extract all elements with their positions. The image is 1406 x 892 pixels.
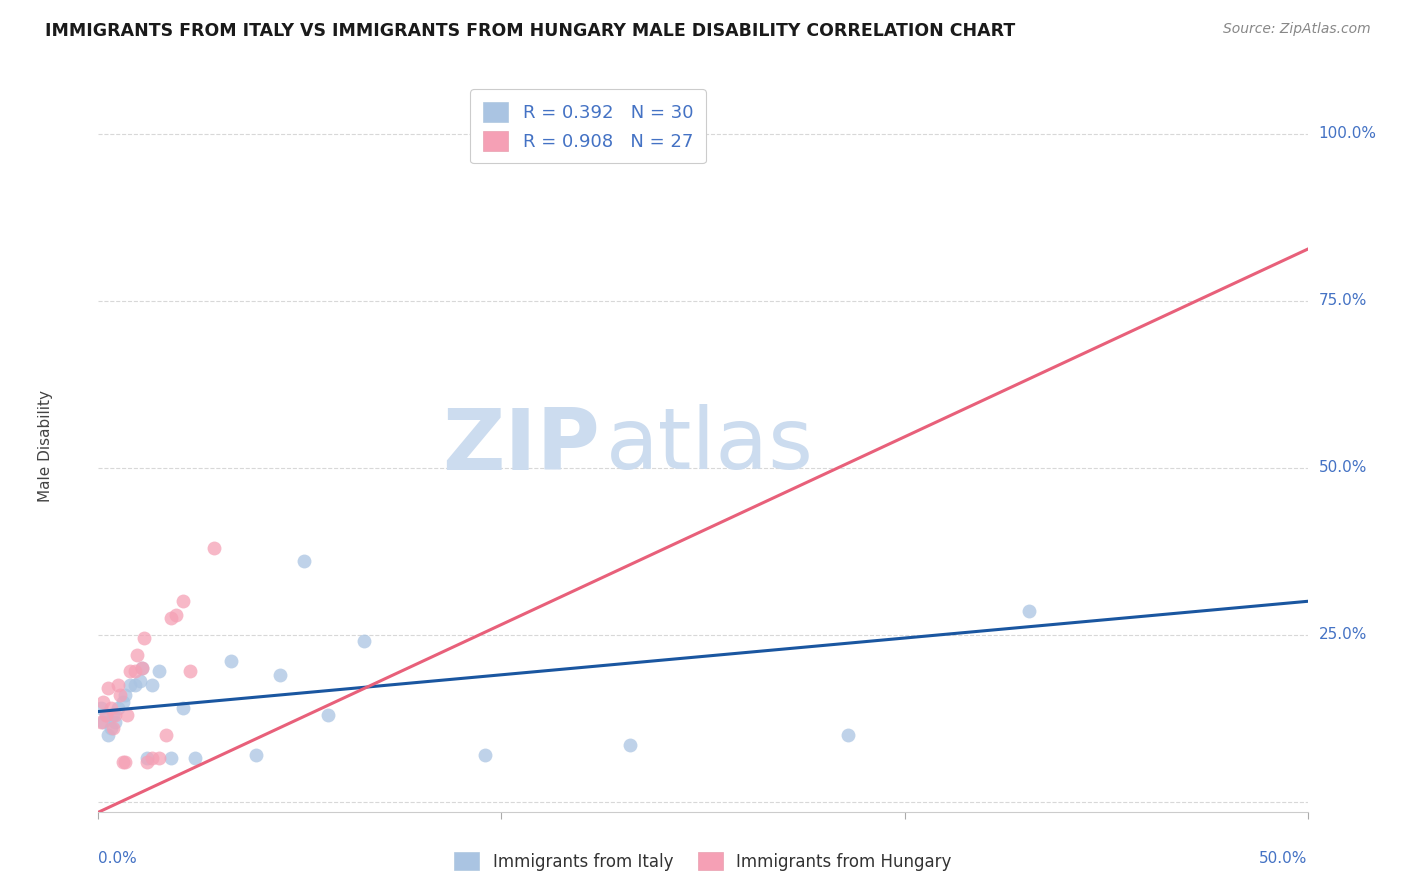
- Point: [100, 701, 122, 715]
- Point: [135, 751, 157, 765]
- Point: [118, 665, 141, 679]
- Point: [184, 751, 207, 765]
- Point: [107, 701, 129, 715]
- Text: ZIP: ZIP: [443, 404, 600, 488]
- Point: [100, 721, 122, 735]
- Point: [124, 678, 146, 692]
- Point: [104, 714, 127, 729]
- Point: [141, 751, 163, 765]
- Point: [148, 665, 170, 679]
- Point: [97, 681, 120, 695]
- Point: [160, 611, 183, 625]
- Point: [474, 747, 496, 762]
- Point: [114, 688, 136, 702]
- Point: [114, 755, 136, 769]
- Point: [97, 728, 120, 742]
- Point: [101, 721, 124, 735]
- Point: [141, 678, 163, 692]
- Point: [111, 694, 134, 708]
- Point: [148, 751, 170, 765]
- Point: [155, 728, 177, 742]
- Point: [204, 541, 226, 555]
- Text: IMMIGRANTS FROM ITALY VS IMMIGRANTS FROM HUNGARY MALE DISABILITY CORRELATION CHA: IMMIGRANTS FROM ITALY VS IMMIGRANTS FROM…: [45, 22, 1015, 40]
- Point: [269, 667, 291, 681]
- Point: [101, 707, 124, 722]
- Point: [107, 678, 129, 692]
- Text: 0.0%: 0.0%: [98, 851, 138, 865]
- Text: 75.0%: 75.0%: [1319, 293, 1367, 309]
- Point: [353, 634, 375, 648]
- Point: [172, 701, 194, 715]
- Point: [128, 674, 150, 689]
- Text: 50.0%: 50.0%: [1319, 460, 1367, 475]
- Point: [90, 701, 112, 715]
- Point: [111, 755, 134, 769]
- Point: [91, 694, 114, 708]
- Text: Male Disability: Male Disability: [38, 390, 53, 502]
- Point: [134, 631, 156, 645]
- Point: [292, 554, 315, 568]
- Point: [316, 707, 339, 722]
- Text: 50.0%: 50.0%: [1260, 851, 1308, 865]
- Point: [160, 751, 183, 765]
- Point: [135, 755, 157, 769]
- Text: 100.0%: 100.0%: [1319, 127, 1376, 141]
- Point: [108, 688, 131, 702]
- Point: [131, 661, 153, 675]
- Point: [104, 707, 127, 722]
- Point: [837, 728, 859, 742]
- Legend: R = 0.392   N = 30, R = 0.908   N = 27: R = 0.392 N = 30, R = 0.908 N = 27: [470, 89, 706, 163]
- Point: [118, 678, 141, 692]
- Point: [221, 655, 243, 669]
- Point: [127, 648, 149, 662]
- Point: [94, 707, 117, 722]
- Point: [94, 707, 117, 722]
- Point: [117, 707, 139, 722]
- Point: [131, 661, 153, 675]
- Text: 25.0%: 25.0%: [1319, 627, 1367, 642]
- Text: Source: ZipAtlas.com: Source: ZipAtlas.com: [1223, 22, 1371, 37]
- Point: [91, 714, 114, 729]
- Point: [172, 594, 194, 608]
- Point: [179, 665, 201, 679]
- Point: [245, 747, 267, 762]
- Point: [165, 607, 187, 622]
- Legend: Immigrants from Italy, Immigrants from Hungary: Immigrants from Italy, Immigrants from H…: [446, 844, 960, 880]
- Point: [619, 738, 641, 752]
- Text: atlas: atlas: [606, 404, 814, 488]
- Point: [90, 714, 112, 729]
- Point: [124, 665, 146, 679]
- Point: [1018, 604, 1040, 618]
